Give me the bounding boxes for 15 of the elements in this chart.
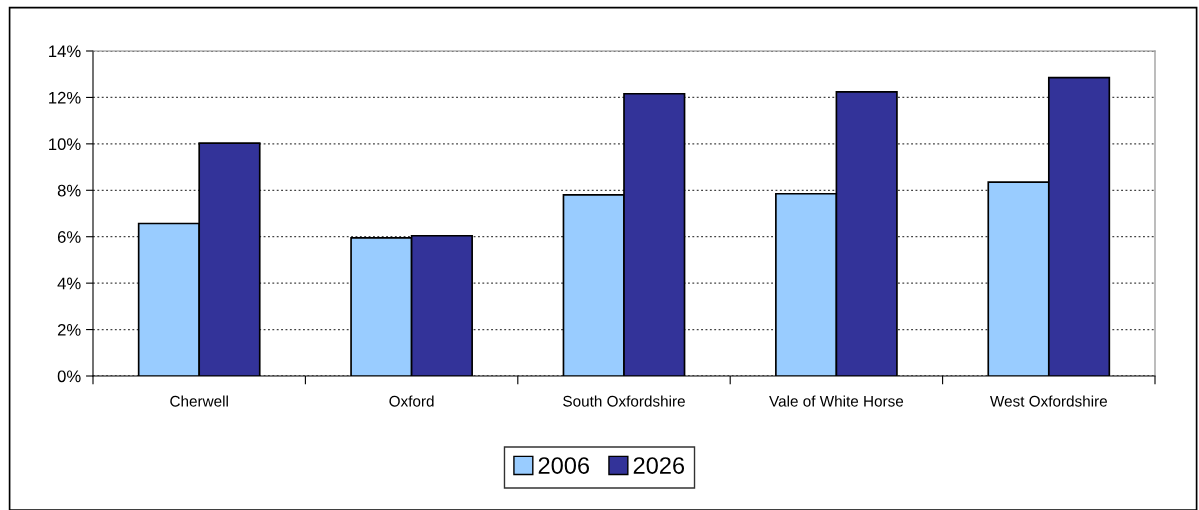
x-tick-label: South Oxfordshire <box>563 395 685 407</box>
y-tick-label: 2% <box>57 323 81 336</box>
y-tick-label: 8% <box>57 184 81 197</box>
y-tick-label: 4% <box>57 277 81 290</box>
y-tick-label: 0% <box>57 370 81 383</box>
x-tick-label: Oxford <box>389 395 434 407</box>
legend-label: 2006 <box>538 457 590 474</box>
x-tick-label: West Oxfordshire <box>990 395 1107 407</box>
y-tick-label: 12% <box>49 91 81 104</box>
y-tick-label: 10% <box>49 138 81 151</box>
legend-label: 2026 <box>633 457 685 474</box>
y-tick-label: 14% <box>49 45 81 58</box>
x-tick-label: Vale of White Horse <box>769 395 904 407</box>
x-tick-label: Cherwell <box>170 395 228 407</box>
y-tick-label: 6% <box>57 231 81 243</box>
